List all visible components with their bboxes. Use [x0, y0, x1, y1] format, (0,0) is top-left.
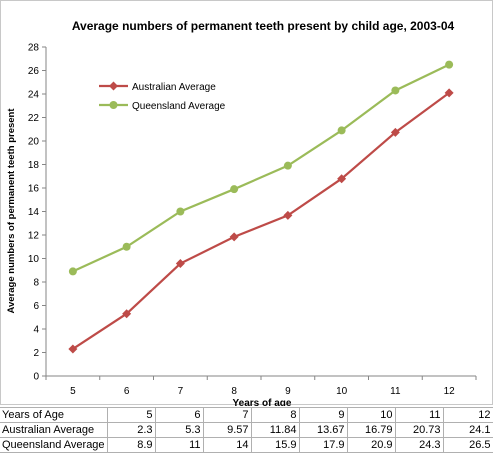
table-row-label: Australian Average	[0, 422, 108, 438]
australian-data-point	[122, 309, 132, 319]
y-tick-label: 14	[28, 207, 40, 218]
queensland-data-point	[337, 126, 346, 135]
table-cell: 5.3	[155, 422, 204, 438]
table-cell: 11.84	[251, 422, 300, 438]
y-tick-label: 16	[28, 184, 40, 195]
y-axis-label: Average numbers of permanent teeth prese…	[6, 108, 17, 314]
australian-legend-marker	[109, 81, 118, 91]
table-cell: 26.5	[443, 437, 493, 453]
line-chart: Average numbers of permanent teeth prese…	[6, 19, 477, 406]
australian-data-point	[229, 232, 239, 242]
table-cell: 20.73	[395, 422, 444, 438]
x-tick-label: 12	[444, 386, 456, 397]
y-tick-label: 26	[28, 66, 40, 77]
y-tick-label: 18	[28, 160, 40, 171]
table-cell: 10	[347, 407, 396, 423]
table-cell: 24.3	[395, 437, 444, 453]
australian-data-point	[337, 174, 347, 184]
queensland-data-point	[68, 267, 77, 276]
x-tick-label: 11	[390, 386, 401, 397]
table-cell: 12	[443, 407, 493, 423]
australian-data-point	[68, 344, 78, 354]
y-tick-label: 4	[33, 325, 39, 336]
queensland-series-line	[72, 63, 450, 273]
table-cell: 5	[107, 407, 156, 423]
y-tick-label: 10	[28, 254, 40, 265]
chart-area: Average numbers of permanent teeth prese…	[0, 0, 493, 406]
australian-data-point	[175, 259, 185, 269]
y-tick-label: 28	[28, 43, 40, 54]
table-cell: 17.9	[299, 437, 348, 453]
y-tick-label: 0	[33, 372, 39, 383]
y-tick-label: 8	[33, 278, 39, 289]
table-cell: 8.9	[107, 437, 156, 453]
data-table: Years of Age 5 6 7 8 9 10 11 12 Australian Averag…	[0, 407, 493, 453]
australian-data-point	[283, 210, 293, 220]
table-cell: 20.9	[347, 437, 396, 453]
table-cell: 13.67	[299, 422, 348, 438]
queensland-data-point	[391, 86, 400, 95]
queensland-legend-label: Queensland Average	[132, 101, 226, 112]
y-tick-label: 20	[28, 137, 40, 148]
table-cell: 6	[155, 407, 204, 423]
table-cell: 9.57	[203, 422, 252, 438]
table-cell: 11	[155, 437, 204, 453]
y-tick-label: 12	[28, 231, 40, 242]
table-cell: 24.1	[443, 422, 493, 438]
table-row-label: Years of Age	[0, 407, 108, 423]
x-tick-label: 10	[336, 386, 348, 397]
queensland-data-point	[230, 185, 239, 194]
australian-data-point	[390, 127, 400, 137]
table-cell: 2.3	[107, 422, 156, 438]
table-header-row: Years of Age 5 6 7 8 9 10 11 12	[0, 407, 493, 423]
x-axis-label: Years of age	[233, 398, 292, 406]
table-cell: 14	[203, 437, 252, 453]
x-tick-label: 6	[124, 386, 130, 397]
queensland-data-point	[445, 60, 454, 69]
table-cell: 7	[203, 407, 252, 423]
australian-series-line	[72, 91, 450, 350]
table-cell: 16.79	[347, 422, 396, 438]
x-tick-label: 5	[70, 386, 76, 397]
table-cell: 8	[251, 407, 300, 423]
x-tick-label: 9	[285, 386, 291, 397]
y-tick-label: 2	[33, 348, 39, 359]
table-cell: 9	[299, 407, 348, 423]
x-tick-label: 8	[231, 386, 237, 397]
australian-data-point	[444, 88, 454, 98]
y-tick-label: 24	[28, 90, 40, 101]
table-cell: 15.9	[251, 437, 300, 453]
table-row: Queensland Average 8.9 11 14 15.9 17.9 20.9 24.…	[0, 437, 493, 453]
australian-legend-label: Australian Average	[132, 82, 216, 93]
queensland-data-point	[176, 207, 185, 216]
queensland-data-point	[283, 161, 292, 170]
queensland-legend-marker	[109, 101, 118, 109]
x-tick-label: 7	[178, 386, 184, 397]
queensland-data-point	[122, 242, 131, 251]
chart-title: Average numbers of permanent teeth prese…	[72, 19, 455, 33]
table-cell: 11	[395, 407, 444, 423]
table-row-label: Queensland Average	[0, 437, 108, 453]
y-tick-label: 6	[33, 301, 39, 312]
table-row: Australian Average 2.3 5.3 9.57 11.84 13.67 16…	[0, 422, 493, 438]
y-tick-label: 22	[28, 113, 40, 124]
